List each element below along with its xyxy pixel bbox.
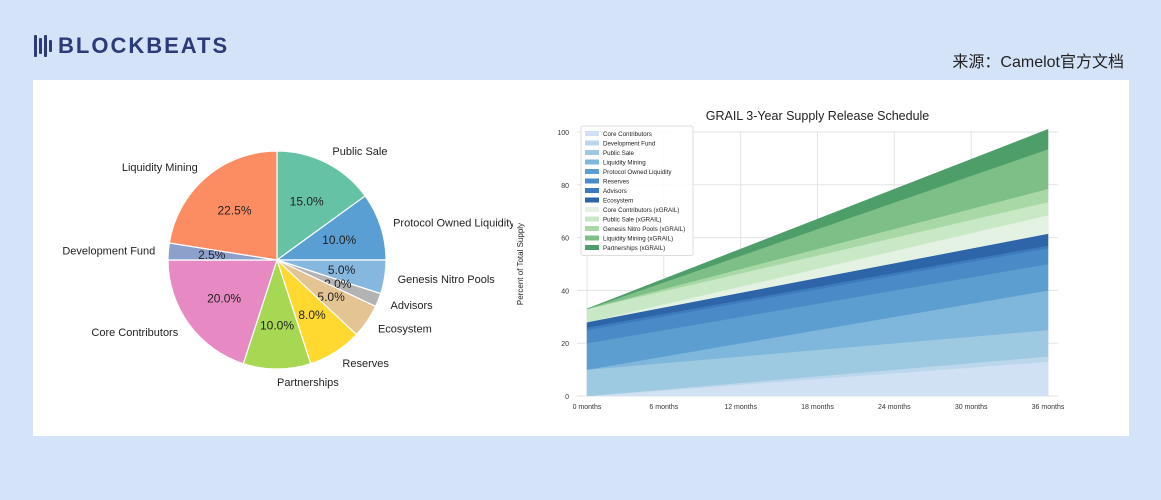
legend-label: Public Sale bbox=[603, 150, 635, 157]
y-tick-label: 40 bbox=[561, 288, 569, 295]
legend-label: Core Contributors (xGRAIL) bbox=[603, 207, 679, 214]
legend-label: Public Sale (xGRAIL) bbox=[603, 217, 661, 224]
x-tick-label: 12 months bbox=[724, 404, 757, 411]
legend-swatch bbox=[585, 207, 599, 212]
legend-swatch bbox=[585, 169, 599, 174]
legend-box bbox=[580, 125, 694, 256]
source-caption: 来源：Camelot官方文档 bbox=[952, 54, 1124, 71]
area-chart: 0 20 40 60 80 100 0 months 6 months 12 months 18 … bbox=[516, 109, 1065, 411]
pie-category-label: Development Fund bbox=[62, 245, 155, 257]
x-tick-label: 36 months bbox=[1032, 404, 1065, 411]
y-tick-label: 100 bbox=[557, 130, 569, 137]
y-tick-label: 0 bbox=[565, 394, 569, 401]
pie-pct-label: 5.0% bbox=[328, 263, 356, 277]
x-tick-label: 24 months bbox=[878, 404, 911, 411]
legend-label: Genesis Nitro Pools (xGRAIL) bbox=[603, 226, 685, 233]
legend-label: Advisors bbox=[603, 188, 627, 195]
area-legend: Core Contributors Development Fund Public … bbox=[580, 125, 694, 256]
y-axis-label: Percent of Total Supply bbox=[516, 223, 525, 305]
legend-swatch bbox=[585, 216, 599, 222]
x-tick-label: 0 months bbox=[573, 404, 602, 411]
pie-slice-liquidity-mining bbox=[168, 150, 278, 261]
legend-swatch bbox=[585, 140, 599, 146]
y-tick-label: 20 bbox=[561, 341, 569, 348]
pie-category-label: Ecosystem bbox=[378, 324, 432, 336]
pie-category-label: Protocol Owned Liquidity bbox=[393, 217, 513, 229]
logo-bars-icon bbox=[34, 35, 52, 57]
pie-slice-core-contributors bbox=[167, 259, 278, 365]
pie-category-label: Public Sale bbox=[332, 146, 387, 158]
x-tick-label: 6 months bbox=[649, 404, 678, 411]
pie-pct-label: 5.0% bbox=[317, 290, 345, 304]
x-tick-label: 30 months bbox=[955, 404, 988, 411]
pie-pct-label: 10.0% bbox=[322, 233, 356, 247]
pie-category-label: Advisors bbox=[391, 300, 434, 312]
pie-category-label: Reserves bbox=[342, 358, 389, 370]
legend-swatch bbox=[585, 131, 599, 136]
pie-pct-label: 20.0% bbox=[207, 291, 241, 305]
x-tick-label: 18 months bbox=[801, 404, 834, 411]
legend-label: Liquidity Mining (xGRAIL) bbox=[603, 236, 673, 243]
legend-swatch bbox=[585, 245, 599, 250]
blockbeats-logo: BLOCKBEATS bbox=[34, 33, 229, 59]
chart-panel: 15.0% Public Sale 10.0% Protocol Owned Liqu… bbox=[33, 80, 1129, 436]
pie-pct-label: 8.0% bbox=[298, 308, 326, 322]
legend-label: Reserves bbox=[603, 179, 629, 186]
legend-swatch bbox=[585, 197, 599, 203]
y-tick-label: 80 bbox=[561, 183, 569, 190]
legend-label: Development Fund bbox=[603, 141, 656, 148]
legend-label: Liquidity Mining bbox=[603, 160, 646, 167]
page-header: BLOCKBEATS 来源：Camelot官方文档 bbox=[0, 0, 1161, 80]
legend-swatch bbox=[585, 159, 599, 165]
pie-slice-public-sale bbox=[276, 150, 367, 262]
legend-label: Ecosystem bbox=[603, 198, 633, 205]
pie-pct-label: 15.0% bbox=[290, 195, 324, 209]
legend-swatch bbox=[585, 226, 599, 231]
pie-category-label: Genesis Nitro Pools bbox=[398, 274, 496, 286]
pie-pct-label: 22.5% bbox=[218, 203, 252, 217]
pie-chart: 15.0% Public Sale 10.0% Protocol Owned Liqu… bbox=[62, 146, 513, 389]
legend-swatch bbox=[585, 150, 599, 155]
legend-swatch bbox=[585, 235, 599, 241]
legend-label: Partnerships (xGRAIL) bbox=[603, 245, 665, 252]
legend-label: Protocol Owned Liquidity bbox=[603, 169, 672, 176]
pie-category-label: Liquidity Mining bbox=[122, 162, 198, 174]
logo-text: BLOCKBEATS bbox=[58, 33, 230, 58]
area-chart-title: GRAIL 3-Year Supply Release Schedule bbox=[706, 109, 930, 123]
legend-label: Core Contributors bbox=[603, 131, 652, 138]
legend-swatch bbox=[585, 188, 599, 193]
pie-pct-label: 10.0% bbox=[260, 318, 294, 332]
legend-swatch bbox=[585, 178, 599, 184]
area-series-partnerships-xgrail bbox=[586, 128, 1049, 310]
pie-category-label: Core Contributors bbox=[91, 327, 178, 339]
y-tick-label: 60 bbox=[561, 236, 569, 243]
pie-category-label: Partnerships bbox=[277, 377, 339, 389]
